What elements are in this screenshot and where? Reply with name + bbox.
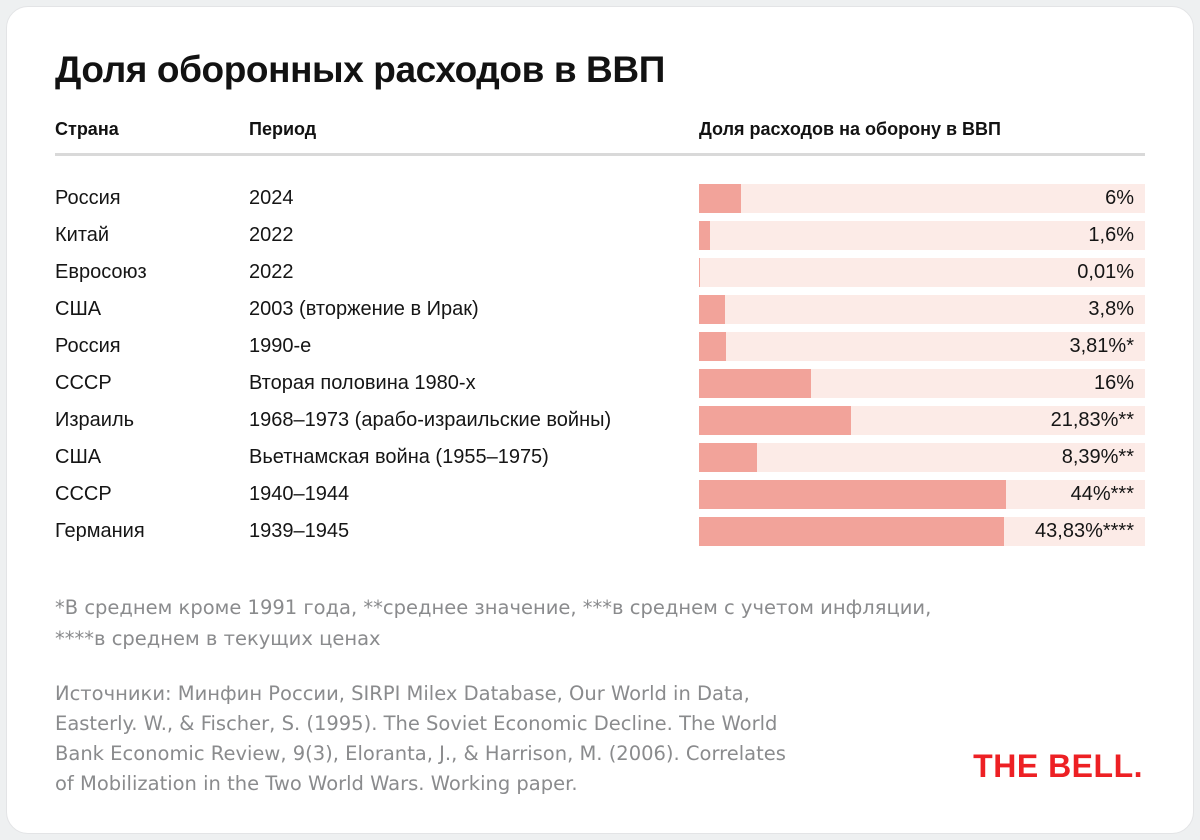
source-line: of Mobilization in the Two World Wars. W… bbox=[55, 772, 578, 795]
table-row: Россия 1990-е 3,81%* bbox=[55, 328, 1145, 365]
bar-value-label: 1,6% bbox=[1088, 224, 1134, 246]
country-cell: Китай bbox=[55, 224, 110, 246]
column-header-country: Страна bbox=[55, 119, 119, 139]
country-cell: СССР bbox=[55, 372, 112, 394]
sources: Источники: Минфин России, SIRPI Milex Da… bbox=[55, 679, 1145, 799]
bar-fill bbox=[699, 517, 1005, 546]
table-row: СССР 1940–1944 44%*** bbox=[55, 476, 1145, 513]
the-bell-logo: THE BELL. bbox=[973, 748, 1143, 784]
bar-value-label: 6% bbox=[1105, 187, 1134, 209]
table-row: США 2003 (вторжение в Ирак) 3,8% bbox=[55, 291, 1145, 328]
bar-fill bbox=[699, 221, 711, 250]
bar-value-label: 3,81%* bbox=[1069, 335, 1135, 357]
period-cell: 2022 bbox=[249, 261, 294, 283]
bar-value-label: 21,83%** bbox=[1050, 409, 1134, 431]
bar-track: 8,39%** bbox=[699, 443, 1145, 472]
bar-value-label: 16% bbox=[1093, 372, 1134, 394]
bar-track: 44%*** bbox=[699, 480, 1145, 509]
period-cell: 1940–1944 bbox=[249, 483, 350, 505]
period-cell: 2022 bbox=[249, 224, 294, 246]
bar-fill bbox=[699, 295, 726, 324]
table-row: СССР Вторая половина 1980-х 16% bbox=[55, 365, 1145, 402]
header-divider bbox=[55, 153, 1145, 156]
bar-fill bbox=[699, 184, 741, 213]
page-title: Доля оборонных расходов в ВВП bbox=[55, 49, 665, 90]
bar-track: 0,01% bbox=[699, 258, 1145, 287]
country-cell: Евросоюз bbox=[55, 261, 147, 283]
bar-track: 1,6% bbox=[699, 221, 1145, 250]
period-cell: 1990-е bbox=[249, 335, 312, 357]
period-cell: 2003 (вторжение в Ирак) bbox=[249, 298, 479, 320]
country-cell: Германия bbox=[55, 520, 145, 542]
source-line: Bank Economic Review, 9(3), Eloranta, J.… bbox=[55, 742, 786, 765]
country-cell: Россия bbox=[55, 187, 121, 209]
bar-fill bbox=[699, 369, 811, 398]
bar-fill bbox=[699, 332, 726, 361]
column-header-share: Доля расходов на оборону в ВВП bbox=[699, 119, 1001, 139]
table-row: Израиль 1968–1973 (арабо-израильские вой… bbox=[55, 402, 1145, 439]
table-row: США Вьетнамская война (1955–1975) 8,39%*… bbox=[55, 439, 1145, 476]
country-cell: Израиль bbox=[55, 409, 135, 431]
bar-track: 16% bbox=[699, 369, 1145, 398]
source-line: Источники: Минфин России, SIRPI Milex Da… bbox=[55, 682, 750, 705]
period-cell: Вторая половина 1980-х bbox=[249, 372, 476, 394]
table-header: Страна Период Доля расходов на оборону в… bbox=[55, 119, 1145, 140]
table-row: Россия 2024 6% bbox=[55, 180, 1145, 217]
infographic-card: Доля оборонных расходов в ВВП Страна Пер… bbox=[6, 6, 1194, 834]
footnote-line: ****в среднем в текущих ценах bbox=[55, 627, 381, 650]
footnotes: *В среднем кроме 1991 года, **среднее зн… bbox=[55, 592, 1145, 654]
bar-track: 21,83%** bbox=[699, 406, 1145, 435]
period-cell: 1939–1945 bbox=[249, 520, 350, 542]
bar-track: 3,81%* bbox=[699, 332, 1145, 361]
period-cell: Вьетнамская война (1955–1975) bbox=[249, 446, 549, 468]
bar-fill bbox=[699, 480, 1006, 509]
bar-value-label: 44%*** bbox=[1070, 483, 1134, 505]
source-line: Easterly. W., & Fischer, S. (1995). The … bbox=[55, 712, 778, 735]
bar-value-label: 0,01% bbox=[1077, 261, 1134, 283]
bar-fill bbox=[699, 406, 852, 435]
bar-value-label: 8,39%** bbox=[1061, 446, 1134, 468]
bar-track: 3,8% bbox=[699, 295, 1145, 324]
bar-value-label: 43,83%**** bbox=[1035, 520, 1134, 542]
country-cell: СССР bbox=[55, 483, 112, 505]
bar-track: 6% bbox=[699, 184, 1145, 213]
table-row: Китай 2022 1,6% bbox=[55, 217, 1145, 254]
country-cell: Россия bbox=[55, 335, 121, 357]
table-row: Евросоюз 2022 0,01% bbox=[55, 254, 1145, 291]
column-header-period: Период bbox=[249, 119, 317, 139]
table-row: Германия 1939–1945 43,83%**** bbox=[55, 513, 1145, 550]
country-cell: США bbox=[55, 298, 102, 320]
country-cell: США bbox=[55, 446, 102, 468]
bar-value-label: 3,8% bbox=[1088, 298, 1134, 320]
period-cell: 1968–1973 (арабо-израильские войны) bbox=[249, 409, 612, 431]
bar-track: 43,83%**** bbox=[699, 517, 1145, 546]
footnote-line: *В среднем кроме 1991 года, **среднее зн… bbox=[55, 596, 932, 619]
period-cell: 2024 bbox=[249, 187, 294, 209]
bar-fill bbox=[699, 443, 758, 472]
table-body: Россия 2024 6% Китай 2022 1,6% Евросоюз … bbox=[55, 180, 1145, 550]
